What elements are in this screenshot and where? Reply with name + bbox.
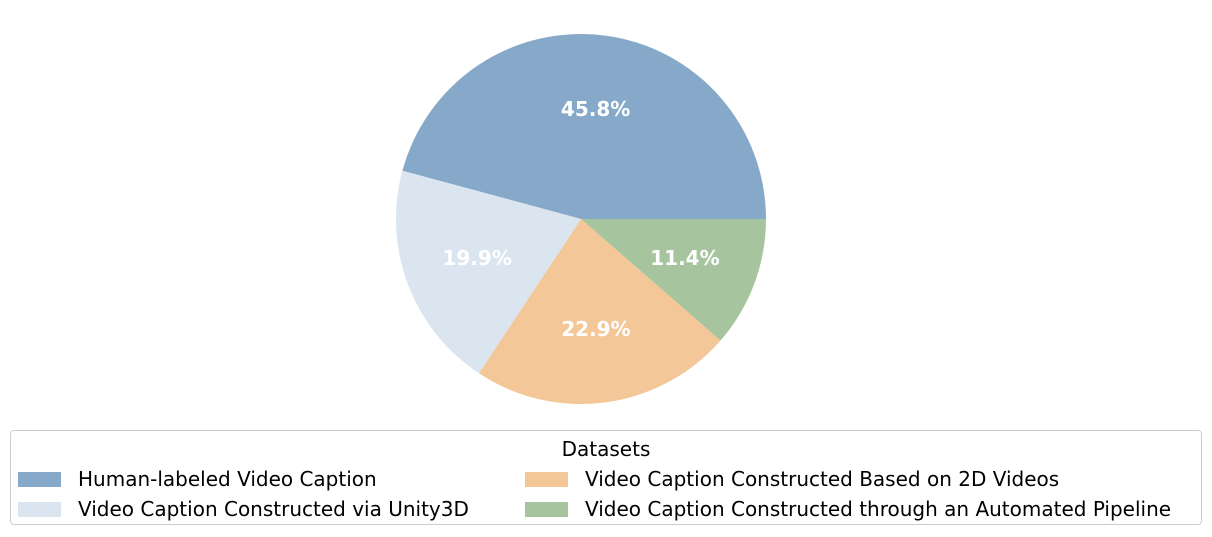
slice-percent-label: 45.8% <box>561 97 630 121</box>
legend-label: Human-labeled Video Caption <box>78 467 377 491</box>
legend-entry-automated-pipeline: Video Caption Constructed through an Aut… <box>525 494 1171 524</box>
pie-labels: 45.8% 19.9% 22.9% 11.4% <box>442 97 719 341</box>
legend-entry-human-labeled: Human-labeled Video Caption <box>18 464 377 494</box>
legend-label: Video Caption Constructed Based on 2D Vi… <box>585 467 1060 491</box>
pie-chart: 45.8% 19.9% 22.9% 11.4% <box>395 34 766 404</box>
slice-percent-label: 22.9% <box>561 317 630 341</box>
slice-automated-pipeline <box>581 219 766 341</box>
legend-label: Video Caption Constructed through an Aut… <box>585 497 1172 521</box>
legend-title: Datasets <box>561 437 651 461</box>
legend-swatch <box>18 471 61 487</box>
slice-human-labeled <box>402 34 766 219</box>
legend-entry-2d-videos: Video Caption Constructed Based on 2D Vi… <box>525 464 1059 494</box>
pie-slices <box>395 34 766 404</box>
legend-label: Video Caption Constructed via Unity3D <box>78 497 469 521</box>
slice-percent-label: 19.9% <box>442 246 511 270</box>
slice-percent-label: 11.4% <box>650 246 719 270</box>
legend-entry-unity3d: Video Caption Constructed via Unity3D <box>18 494 469 524</box>
slice-2d-videos <box>478 219 721 404</box>
slice-unity3d <box>395 170 581 374</box>
legend-swatch <box>525 501 568 517</box>
legend-swatch <box>525 471 568 487</box>
legend-swatch <box>18 501 61 517</box>
legend: Datasets Human-labeled Video Caption Vid… <box>10 430 1202 525</box>
